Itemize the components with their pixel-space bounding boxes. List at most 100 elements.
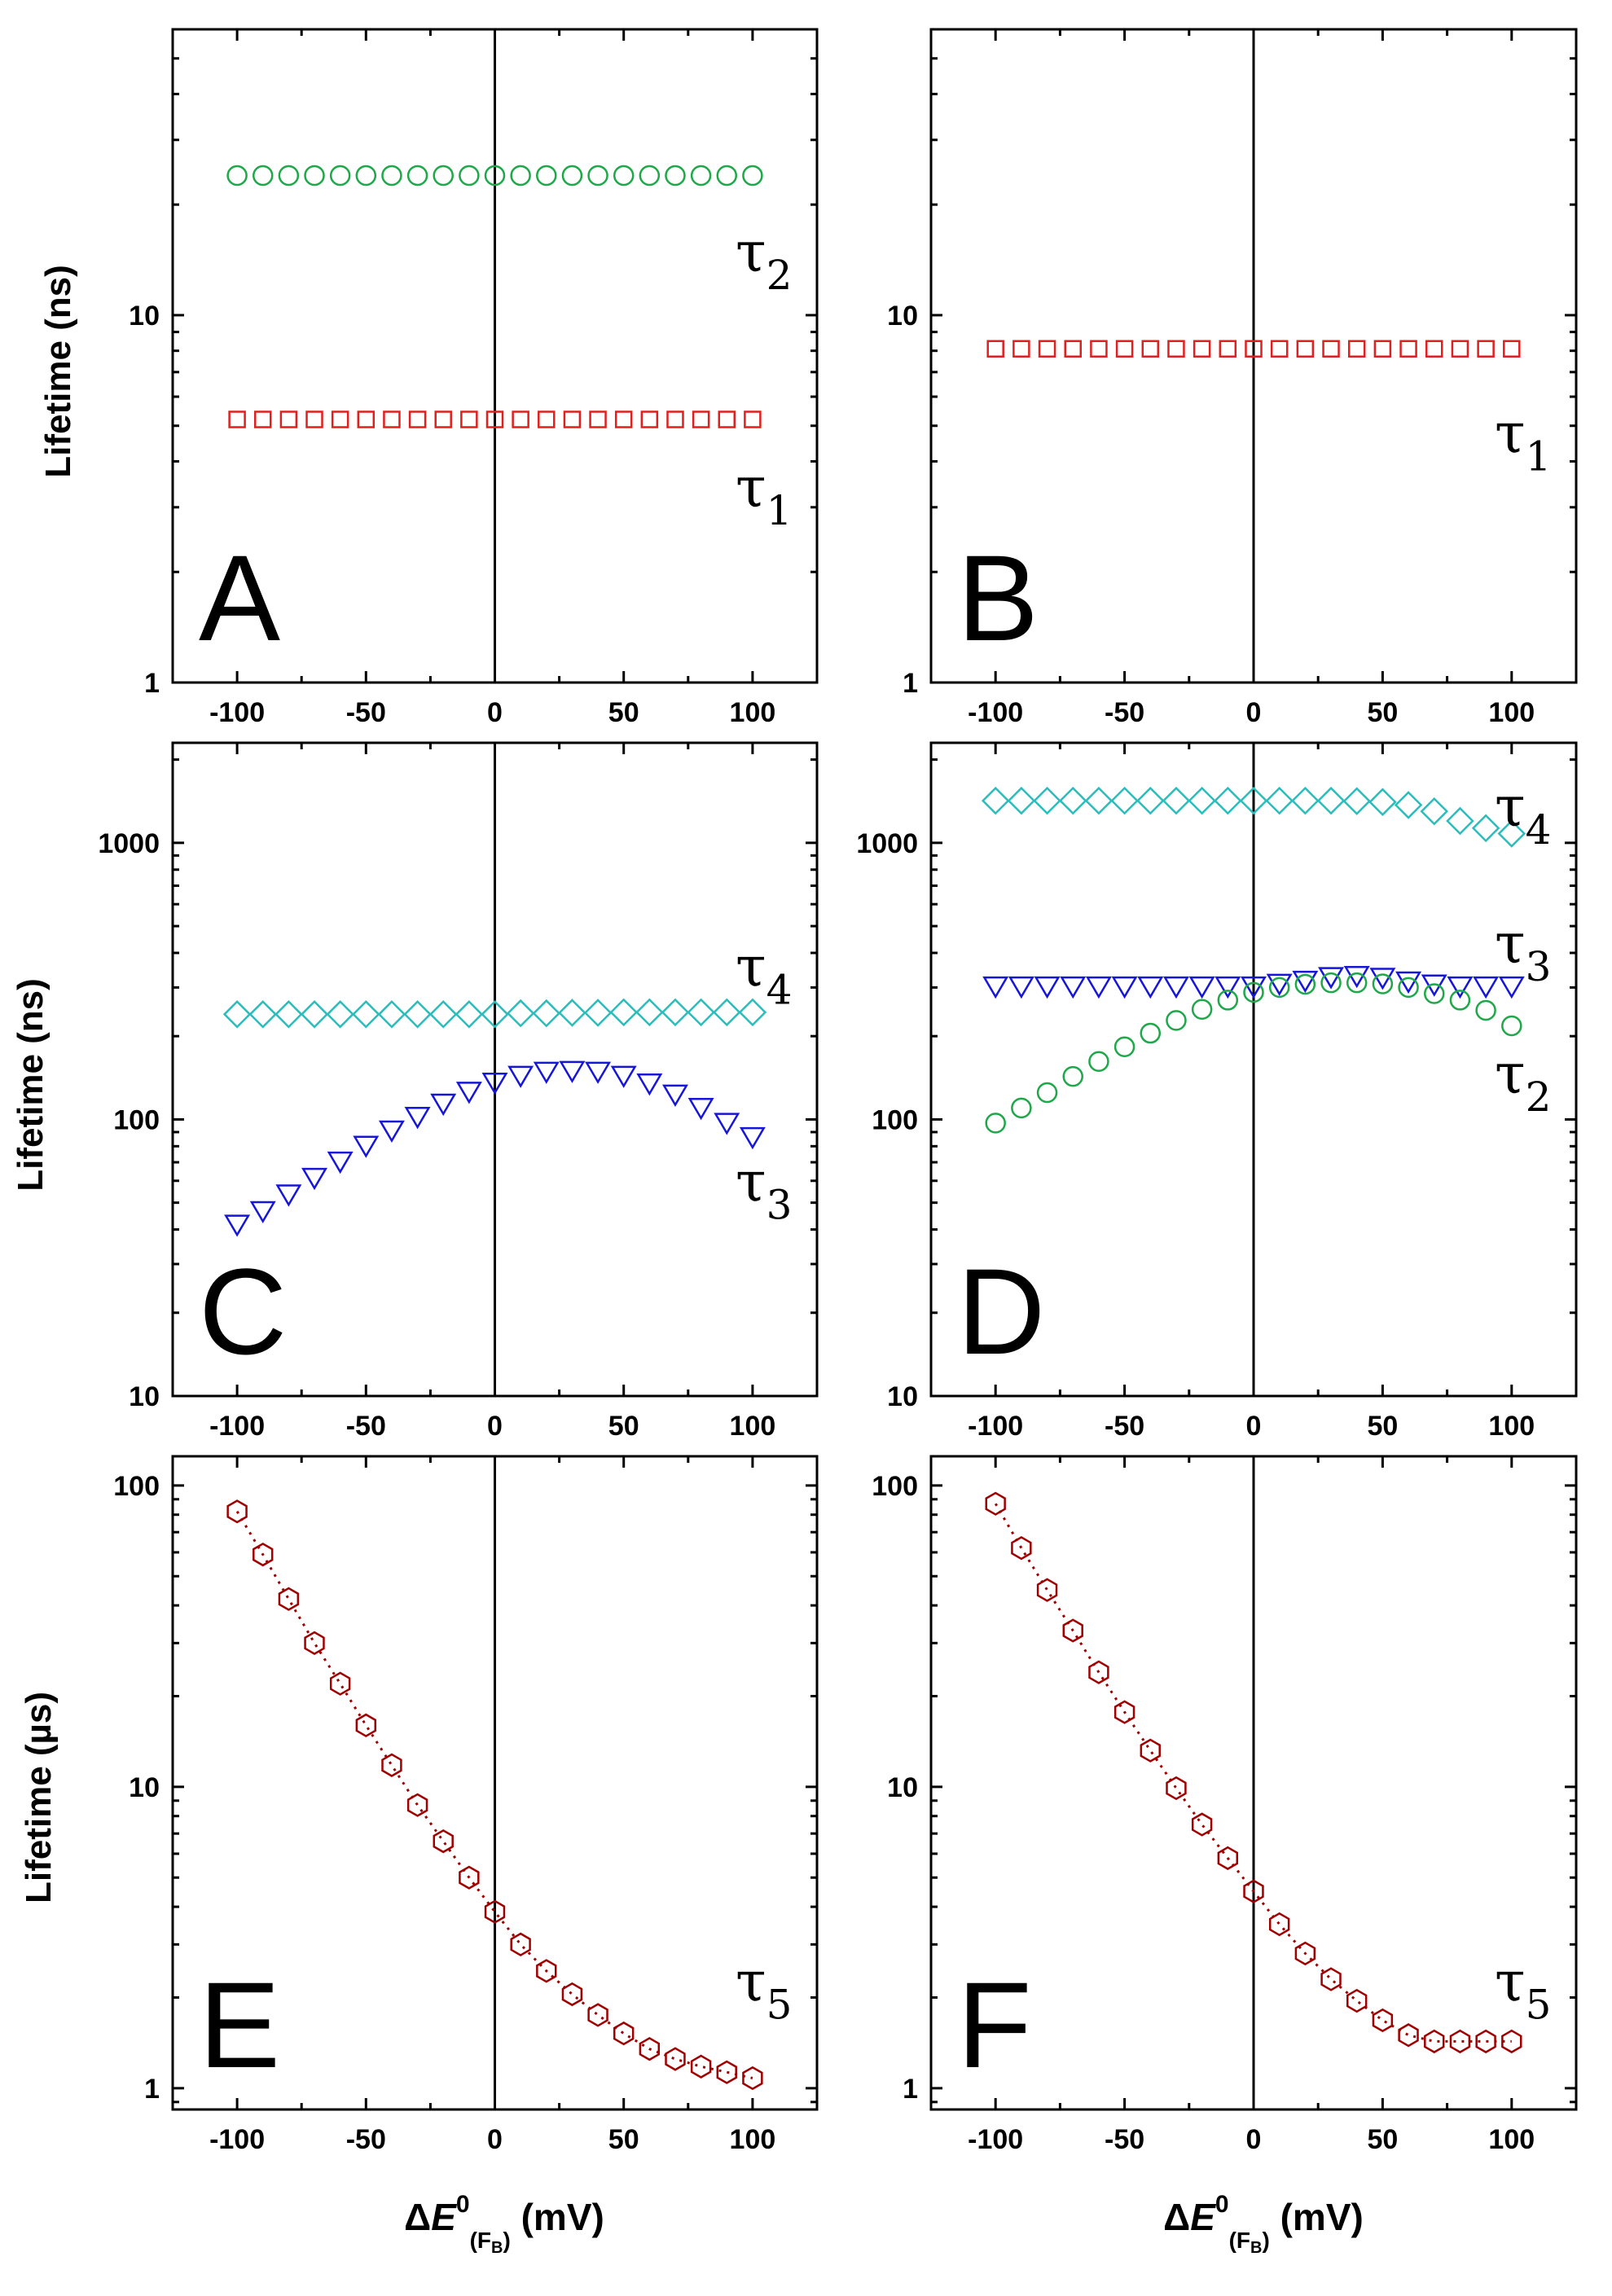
data-point bbox=[1166, 1776, 1187, 1801]
series-τ3 bbox=[224, 1060, 766, 1237]
y-tick-label: 10 bbox=[887, 1381, 918, 1412]
series-annotation: τ5 bbox=[1495, 1951, 1551, 2029]
data-point bbox=[381, 1753, 402, 1777]
data-point bbox=[614, 410, 633, 428]
data-point bbox=[1008, 976, 1034, 999]
data-point bbox=[1162, 786, 1191, 815]
data-point bbox=[742, 2066, 763, 2091]
panel-letter: A bbox=[199, 529, 280, 666]
data-point bbox=[1372, 2008, 1394, 2033]
data-point bbox=[408, 410, 427, 428]
data-point bbox=[1268, 1912, 1290, 1937]
x-axis-title-left: ΔE0(FB) (mV) bbox=[404, 2191, 604, 2257]
data-point bbox=[305, 410, 323, 428]
data-point bbox=[692, 410, 710, 428]
series-τ5 bbox=[226, 1499, 763, 2091]
data-point bbox=[716, 165, 738, 187]
data-point bbox=[1243, 981, 1264, 1003]
data-point bbox=[1166, 1010, 1187, 1031]
data-point bbox=[559, 1060, 586, 1083]
data-point bbox=[1346, 1988, 1368, 2013]
y-axis-title-middle: Lifetime (ns) bbox=[11, 978, 51, 1192]
data-point bbox=[355, 1713, 376, 1738]
data-point bbox=[507, 1065, 534, 1088]
data-point bbox=[304, 1631, 325, 1655]
data-point bbox=[738, 998, 767, 1027]
data-point bbox=[640, 410, 659, 428]
data-point bbox=[585, 1061, 612, 1084]
data-point bbox=[1475, 2029, 1496, 2054]
data-point bbox=[1320, 1967, 1342, 1991]
x-tick-label: 0 bbox=[1246, 697, 1262, 728]
data-point bbox=[248, 1000, 278, 1029]
data-point bbox=[561, 165, 583, 187]
data-point bbox=[718, 410, 736, 428]
data-point bbox=[484, 1899, 506, 1924]
data-point bbox=[1473, 976, 1500, 999]
x-tick-label: 50 bbox=[608, 1411, 639, 1442]
data-point bbox=[690, 2054, 712, 2079]
data-point bbox=[1141, 340, 1160, 358]
y-tick-label: 100 bbox=[113, 1104, 160, 1135]
data-point bbox=[1012, 340, 1030, 358]
data-point bbox=[712, 998, 741, 1027]
data-point bbox=[383, 410, 401, 428]
data-point bbox=[636, 1073, 663, 1096]
data-point bbox=[1193, 340, 1211, 358]
data-point bbox=[327, 1151, 354, 1174]
data-point bbox=[1191, 1812, 1213, 1837]
data-point bbox=[331, 410, 349, 428]
data-point bbox=[1239, 786, 1268, 815]
data-point bbox=[433, 1828, 454, 1854]
x-tick-label: 50 bbox=[1367, 697, 1398, 728]
y-tick-label: 10 bbox=[129, 301, 160, 331]
data-point bbox=[558, 999, 586, 1027]
data-point bbox=[610, 1065, 637, 1088]
data-point bbox=[666, 410, 684, 428]
data-point bbox=[222, 1000, 252, 1029]
data-point bbox=[1167, 340, 1185, 358]
data-point bbox=[1034, 976, 1061, 999]
data-point bbox=[1342, 787, 1372, 815]
data-point bbox=[1111, 976, 1138, 999]
y-tick-label: 100 bbox=[872, 1104, 918, 1135]
x-tick-label: 100 bbox=[1488, 697, 1535, 728]
data-point bbox=[1399, 340, 1417, 358]
data-point bbox=[1007, 786, 1036, 815]
data-point bbox=[1188, 976, 1215, 999]
data-point bbox=[275, 1184, 302, 1207]
data-point bbox=[690, 165, 712, 187]
data-point bbox=[1090, 340, 1108, 358]
data-point bbox=[510, 1932, 531, 1957]
data-point bbox=[533, 1061, 560, 1084]
series-τ5 bbox=[985, 1491, 1522, 2054]
data-point bbox=[1140, 1022, 1162, 1044]
data-point bbox=[1033, 786, 1061, 815]
data-point bbox=[252, 165, 274, 187]
data-point bbox=[304, 165, 325, 187]
data-point bbox=[635, 998, 664, 1027]
data-point bbox=[1191, 999, 1213, 1021]
series-annotation: τ3 bbox=[1495, 912, 1551, 990]
data-point bbox=[1214, 976, 1241, 999]
data-point bbox=[985, 1491, 1006, 1516]
series-τ4 bbox=[981, 786, 1526, 848]
x-tick-label: -100 bbox=[209, 697, 265, 728]
data-point bbox=[985, 1113, 1006, 1134]
data-point bbox=[275, 1000, 303, 1029]
data-point bbox=[300, 1000, 329, 1029]
y-axis-title-bottom: Lifetime (µs) bbox=[19, 1692, 59, 1903]
data-point bbox=[1477, 340, 1495, 358]
y-tick-label: 10 bbox=[129, 1381, 160, 1412]
data-point bbox=[226, 165, 248, 187]
y-tick-label: 10 bbox=[887, 301, 918, 331]
series-τ3 bbox=[982, 965, 1525, 999]
y-tick-label: 1000 bbox=[856, 828, 918, 859]
y-tick-label: 100 bbox=[872, 1471, 918, 1502]
x-tick-label: 100 bbox=[730, 697, 776, 728]
data-point bbox=[1369, 968, 1396, 990]
data-point bbox=[1265, 786, 1294, 815]
x-tick-label: -100 bbox=[209, 2124, 265, 2155]
data-point bbox=[661, 1084, 688, 1107]
